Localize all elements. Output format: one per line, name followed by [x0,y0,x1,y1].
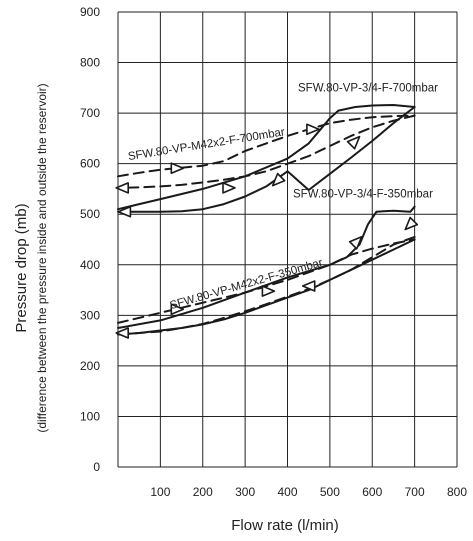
series-sfw-80-vp-m42x2-f-700mbar-falling-curve [117,114,416,189]
flow-direction-arrow-icon [348,235,363,250]
flow-direction-arrow-icon [170,303,185,316]
flow-direction-arrow-icon [404,216,419,231]
y-tick-label: 400 [80,258,100,272]
series-label: SFW.80-VP-3/4-F-700mbar [298,82,438,94]
series-sfw-80-vp-3-4-f-700mbar-rising-curve [117,104,416,211]
flow-direction-arrow-icon [261,285,276,297]
direction-arrows [115,123,419,339]
y-tick-labels: 0 100 200 300 400 500 600 700 800 900 [80,5,100,474]
y-tick-label: 300 [80,308,100,322]
x-axis-title: Flow rate (l/min) [231,517,339,534]
x-tick-label: 500 [320,485,340,499]
y-tick-label: 700 [80,106,100,120]
y-tick-label: 600 [80,157,100,171]
flow-direction-arrow-icon [271,172,286,187]
x-tick-label: 100 [150,485,170,499]
x-tick-label: 200 [193,485,213,499]
x-tick-label: 600 [362,485,382,499]
y-tick-label: 900 [80,5,100,19]
y-tick-label: 100 [80,409,100,423]
flow-direction-arrow-icon [115,182,129,194]
y-tick-label: 800 [80,56,100,70]
series-sfw-80-vp-m42x2-f-350mbar-falling-curve [117,236,416,336]
x-tick-labels: 100 200 300 400 500 600 700 800 [150,485,467,499]
flow-direction-arrow-icon [115,327,129,339]
series-label: SFW.80-VP-3/4-F-350mbar [293,189,433,201]
series-sfw-80-vp-3-4-f-350mbar-rising-curve [117,205,416,329]
series-sfw-80-vp-m42x2-f-700mbar-rising-curve [117,114,416,178]
y-tick-label: 500 [80,207,100,221]
y-tick-label: 200 [80,359,100,373]
flow-direction-arrow-icon [306,123,320,136]
flow-direction-arrow-icon [222,182,236,194]
x-tick-label: 300 [235,485,255,499]
x-tick-label: 400 [277,485,297,499]
flow-direction-arrow-icon [170,162,185,174]
y-axis-title: Pressure drop (mb) [13,203,30,332]
x-tick-label: 800 [447,485,467,499]
y-axis-subtitle: (difference between the pressure inside … [35,83,49,432]
y-tick-label: 0 [93,460,100,474]
flow-direction-arrow-icon [301,280,316,292]
flow-direction-arrow-icon [117,205,132,218]
x-tick-label: 700 [405,485,425,499]
flow-direction-arrow-icon [346,135,361,150]
